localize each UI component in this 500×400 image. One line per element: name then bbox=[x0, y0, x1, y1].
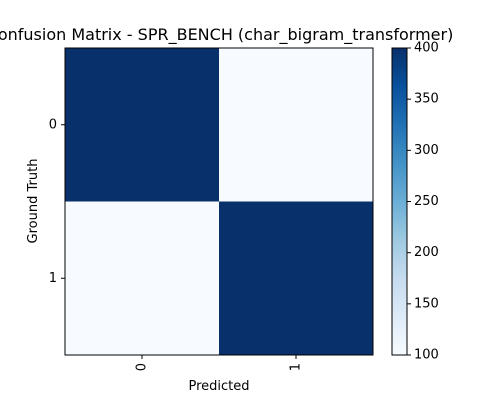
heatmap-cell-0-1 bbox=[219, 48, 374, 202]
y-tick-label: 0 bbox=[49, 117, 57, 132]
colorbar-tick-label: 200 bbox=[414, 245, 439, 260]
colorbar-tick-label: 150 bbox=[414, 296, 439, 311]
colorbar-ticks: 100 150 200 250 300 350 400 bbox=[407, 41, 439, 363]
heatmap-cell-1-0 bbox=[65, 201, 220, 356]
heatmap-cells bbox=[65, 48, 374, 356]
colorbar bbox=[391, 47, 408, 356]
colorbar-tick-label: 400 bbox=[414, 41, 439, 56]
x-axis-label: Predicted bbox=[188, 379, 249, 394]
colorbar-tick-label: 350 bbox=[414, 92, 439, 107]
y-tick-label: 1 bbox=[49, 271, 57, 286]
heatmap-cell-1-1 bbox=[219, 201, 374, 356]
y-axis: 01 bbox=[49, 117, 65, 286]
colorbar-tick-label: 300 bbox=[414, 143, 439, 158]
chart-title: Confusion Matrix - SPR_BENCH (char_bigra… bbox=[0, 25, 453, 45]
heatmap-cell-0-0 bbox=[65, 48, 220, 202]
x-tick-label: 1 bbox=[289, 363, 304, 371]
plot-frame bbox=[64, 47, 374, 356]
x-tick-label: 0 bbox=[135, 363, 150, 371]
colorbar-tick-label: 100 bbox=[414, 348, 439, 363]
y-axis-label: Ground Truth bbox=[26, 159, 41, 244]
colorbar-tick-label: 250 bbox=[414, 194, 439, 209]
